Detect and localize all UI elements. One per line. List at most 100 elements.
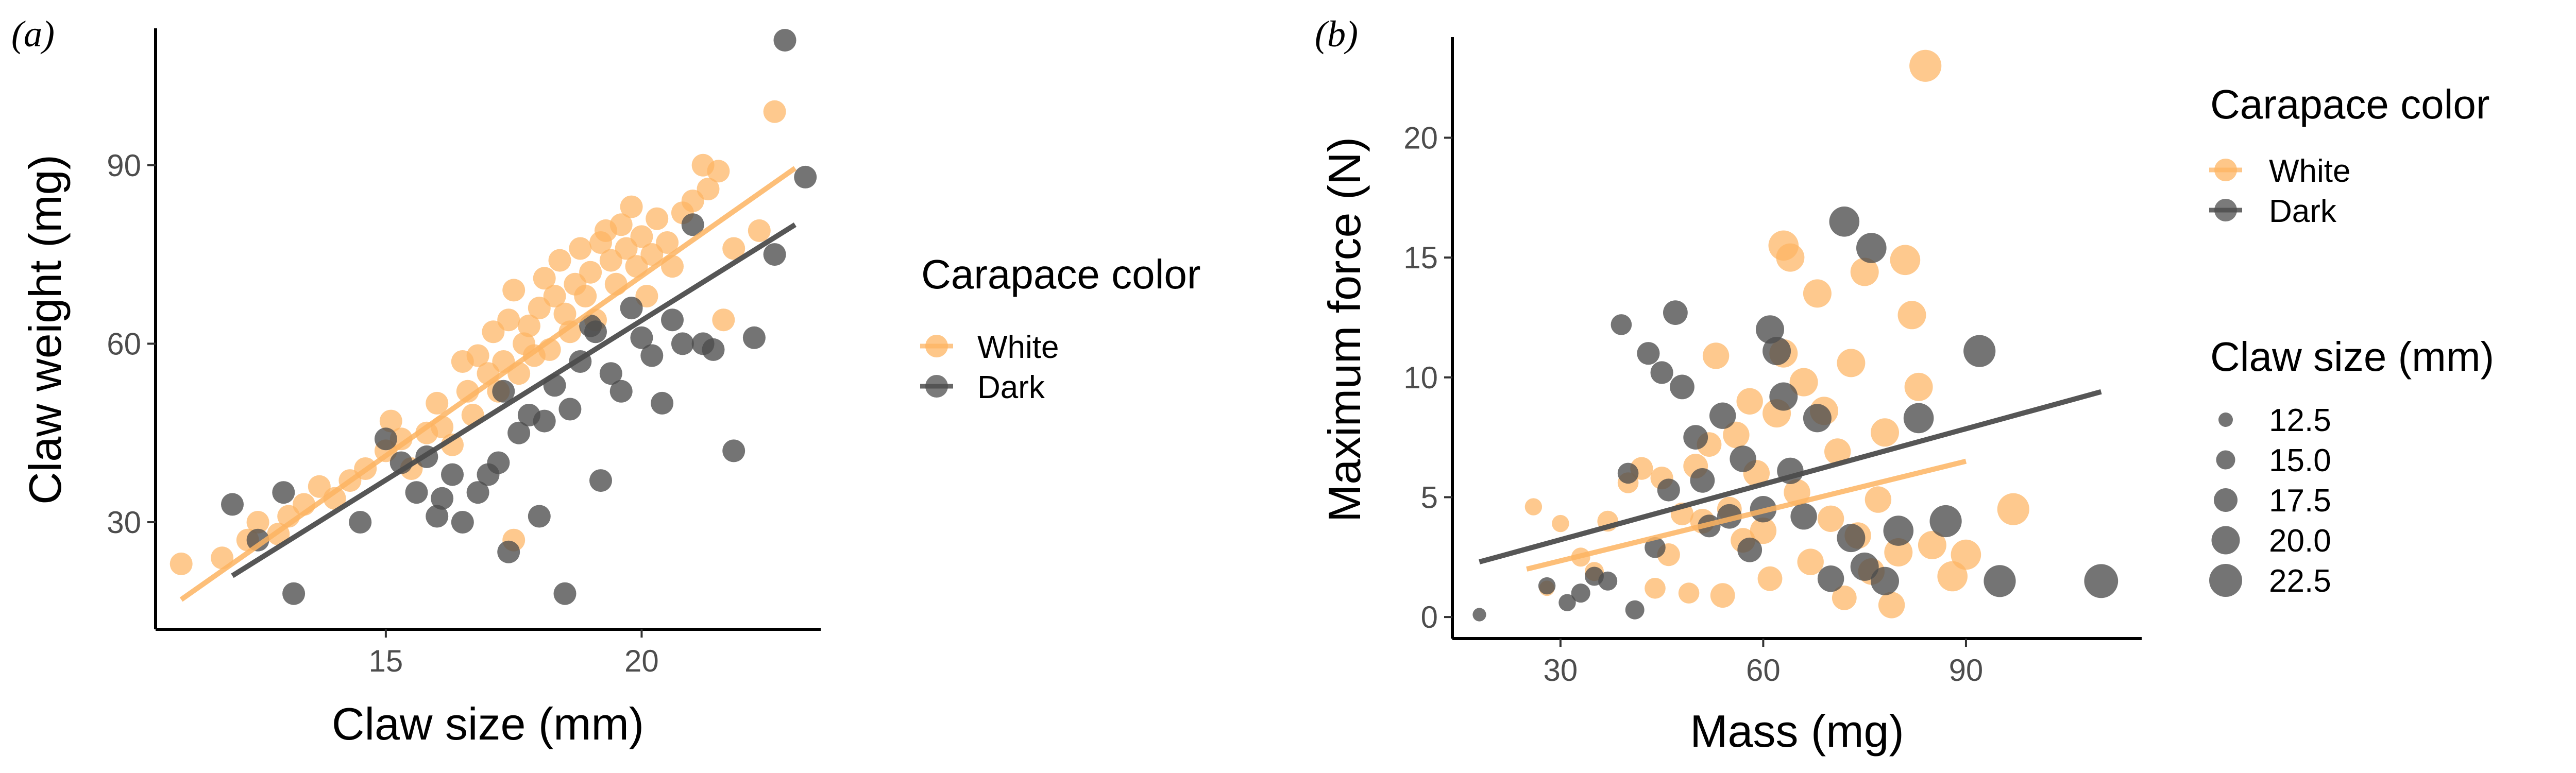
point-white-a-58 <box>656 231 679 254</box>
panel-b-size-legend: 12.5 15.0 17.5 20.0 22.5 <box>2209 403 2331 599</box>
point-dark-a-2 <box>272 481 295 504</box>
size-legend-marker-1 <box>2216 450 2235 470</box>
point-dark-a-21 <box>533 409 556 433</box>
point-white-a-12 <box>379 409 402 433</box>
trendline-dark-a <box>231 222 796 578</box>
point-white-b-52 <box>1997 493 2029 525</box>
point-white-a-35 <box>533 267 556 290</box>
point-dark-b-23 <box>1756 315 1784 344</box>
panel-b-x-axis-title: Mass (mg) <box>1690 706 1904 757</box>
point-dark-b-27 <box>1790 503 1817 530</box>
legend-marker-dark <box>925 375 948 398</box>
x-tick-label-b-2: 90 <box>1949 653 1984 688</box>
point-white-b-17 <box>1710 583 1735 608</box>
point-white-a-24 <box>482 320 505 343</box>
point-dark-a-34 <box>651 391 674 415</box>
point-white-b-12 <box>1678 582 1700 604</box>
point-white-b-30 <box>1789 368 1818 397</box>
panel-b-size-legend-title: Claw size (mm) <box>2210 334 2494 380</box>
legend-label-dark: Dark <box>977 370 1045 405</box>
point-dark-a-3 <box>282 582 306 605</box>
point-dark-a-31 <box>620 297 643 320</box>
point-dark-a-42 <box>763 243 786 266</box>
point-white-b-46 <box>1897 301 1926 330</box>
point-white-a-27 <box>497 308 520 332</box>
panel-a-legend: Carapace color White Dark <box>920 251 1201 405</box>
point-dark-a-13 <box>466 481 489 504</box>
legend-key-dark-b: Dark <box>2209 194 2337 229</box>
panel-a-legend-title: Carapace color <box>921 251 1201 297</box>
point-white-b-23 <box>1750 517 1777 544</box>
point-dark-a-27 <box>584 320 607 343</box>
point-dark-a-7 <box>405 481 428 504</box>
point-dark-a-4 <box>349 511 372 534</box>
point-white-a-63 <box>697 178 720 200</box>
y-tick-label-b-1: 5 <box>1421 480 1438 514</box>
point-dark-b-38 <box>1963 335 1996 367</box>
point-white-b-44 <box>1884 538 1913 566</box>
point-dark-b-28 <box>1803 404 1832 433</box>
point-white-a-1 <box>211 546 234 570</box>
point-white-b-45 <box>1890 245 1921 276</box>
point-white-b-48 <box>1909 49 1942 82</box>
point-dark-b-24 <box>1762 337 1791 366</box>
point-dark-b-13 <box>1663 300 1688 325</box>
point-white-a-16 <box>426 391 449 415</box>
point-dark-a-30 <box>609 380 633 403</box>
point-white-b-28 <box>1776 243 1805 272</box>
point-white-b-35 <box>1824 438 1851 465</box>
size-legend-label-0: 12.5 <box>2269 403 2331 438</box>
size-legend-marker-3 <box>2211 526 2240 555</box>
point-white-b-36 <box>1832 586 1857 610</box>
trendline-white-a <box>179 166 797 602</box>
point-white-a-48 <box>599 249 622 272</box>
point-dark-b-29 <box>1817 565 1844 592</box>
y-tick-label-a-0: 30 <box>107 505 141 540</box>
legend-key-white-b: White <box>2209 153 2350 189</box>
point-dark-b-2 <box>1558 594 1576 611</box>
point-white-b-2 <box>1552 514 1569 532</box>
point-white-a-51 <box>615 237 638 260</box>
point-dark-b-1 <box>1538 577 1556 595</box>
x-tick-label-b-1: 60 <box>1746 653 1781 688</box>
point-dark-a-24 <box>558 398 582 421</box>
point-dark-b-39 <box>1984 565 2016 597</box>
point-dark-b-30 <box>1829 207 1860 237</box>
y-tick-label-a-2: 90 <box>107 148 141 183</box>
size-legend-marker-2 <box>2214 488 2238 512</box>
x-tick-label-b-0: 30 <box>1544 653 1578 688</box>
point-dark-b-8 <box>1625 600 1645 620</box>
point-white-b-47 <box>1904 372 1933 401</box>
point-white-b-34 <box>1817 505 1844 532</box>
point-dark-b-21 <box>1737 537 1762 562</box>
point-white-a-42 <box>569 237 592 260</box>
point-white-a-28 <box>502 279 526 302</box>
point-dark-a-1 <box>246 528 269 552</box>
size-legend-marker-0 <box>2218 413 2233 427</box>
point-white-a-34 <box>528 297 551 320</box>
point-white-a-7 <box>308 475 331 498</box>
legend-key-white: White <box>920 330 1059 365</box>
point-dark-a-41 <box>742 326 766 349</box>
point-dark-b-3 <box>1571 583 1590 603</box>
point-dark-a-40 <box>722 439 745 462</box>
point-white-a-64 <box>707 160 730 183</box>
panel-b-trendlines <box>1479 389 2102 572</box>
point-white-a-50 <box>609 213 633 236</box>
point-dark-b-11 <box>1650 361 1673 384</box>
point-dark-b-40 <box>2084 564 2119 598</box>
point-dark-a-0 <box>221 493 244 516</box>
panel-a-y-ticks: 30 60 90 <box>107 148 156 540</box>
panel-a-x-axis-title: Claw size (mm) <box>332 698 644 749</box>
point-white-a-61 <box>681 190 704 213</box>
point-white-b-49 <box>1918 531 1946 559</box>
point-dark-a-39 <box>702 338 725 361</box>
point-dark-a-11 <box>441 463 464 486</box>
legend-label-dark-b: Dark <box>2269 194 2337 229</box>
point-dark-b-0 <box>1472 608 1486 622</box>
panel-b-x-ticks: 30 60 90 <box>1544 639 1984 688</box>
point-dark-b-32 <box>1850 552 1879 581</box>
point-dark-b-5 <box>1598 571 1618 591</box>
